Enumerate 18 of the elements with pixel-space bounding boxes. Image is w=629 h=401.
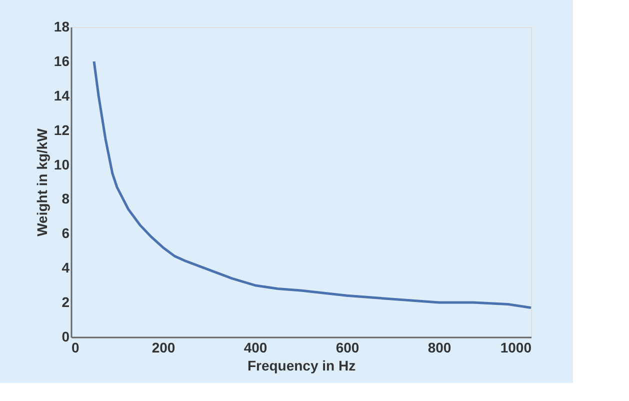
line-series (92, 60, 532, 309)
x-axis-title: Frequency in Hz (247, 358, 356, 374)
x-tick-label: 600 (336, 340, 360, 356)
y-tick-label: 14 (54, 87, 70, 104)
y-tick-label: 2 (62, 294, 70, 310)
x-tick-label: 1000 (500, 340, 532, 356)
y-tick-label: 4 (62, 260, 70, 276)
x-tick-label: 400 (244, 340, 268, 356)
y-tick-label: 10 (54, 156, 70, 172)
y-tick-label: 6 (62, 225, 70, 242)
y-tick-label: 12 (54, 122, 70, 138)
x-tick-label: 200 (152, 340, 176, 356)
y-tick-label: 18 (54, 18, 70, 34)
y-tick-label: 16 (54, 52, 70, 69)
y-tick-label: 8 (62, 190, 70, 207)
y-tick-label: 0 (62, 328, 70, 344)
y-axis-title: Weight in kg/kW (34, 128, 50, 236)
x-tick-label: 800 (428, 340, 452, 356)
